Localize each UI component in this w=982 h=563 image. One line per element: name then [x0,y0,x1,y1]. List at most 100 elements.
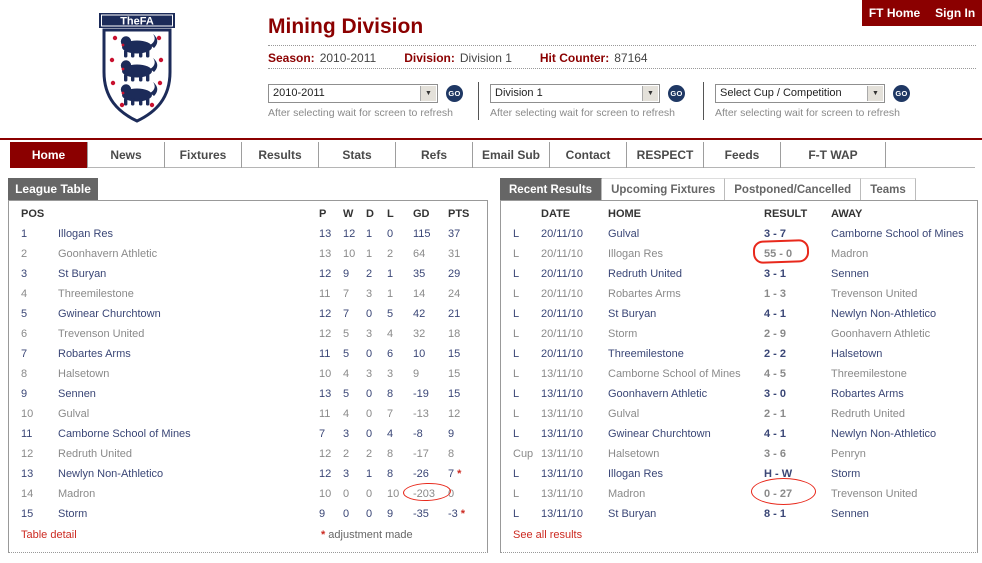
nav-tab-feeds[interactable]: Feeds [704,142,781,168]
home-team-link[interactable]: St Buryan [608,508,657,520]
nav-tab-stats[interactable]: Stats [319,142,396,168]
won: 9 [343,268,350,280]
division-select[interactable]: Division 1 ▼ [490,84,660,103]
nav-tab-home[interactable]: Home [10,142,88,168]
chevron-down-icon[interactable]: ▼ [420,86,436,101]
away-team-link[interactable]: Newlyn Non-Athletico [831,428,937,440]
result-link[interactable]: 0 - 27 [764,488,793,500]
ft-home-link[interactable]: FT Home [868,6,921,20]
cup-select[interactable]: Select Cup / Competition ▼ [715,84,885,103]
away-team-link[interactable]: Trevenson United [831,488,918,500]
team-link[interactable]: Robartes Arms [58,348,131,360]
nav-tab-refs[interactable]: Refs [396,142,473,168]
team-link[interactable]: Halsetown [58,368,110,380]
chevron-down-icon[interactable]: ▼ [642,86,658,101]
team-link[interactable]: Madron [58,488,96,500]
match-type: L [513,328,520,340]
points-value: 15 [448,348,461,360]
away-team-link[interactable]: Halsetown [831,348,883,360]
played: 13 [319,388,332,400]
result-link[interactable]: 8 - 1 [764,508,787,520]
nav-tab-news[interactable]: News [88,142,165,168]
tab-postponed-cancelled[interactable]: Postponed/Cancelled [725,178,862,200]
dotted-divider [268,45,976,46]
result-link[interactable]: 55 - 0 [764,248,793,260]
away-team-link[interactable]: Goonhavern Athletic [831,328,931,340]
home-team-link[interactable]: Gulval [608,228,640,240]
team-link[interactable]: Storm [58,508,88,520]
nav-tab-email-sub[interactable]: Email Sub [473,142,550,168]
played: 10 [319,368,332,380]
home-team-link[interactable]: Goonhavern Athletic [608,388,708,400]
won: 4 [343,408,350,420]
home-team-link[interactable]: Illogan Res [608,468,664,480]
team-link[interactable]: Goonhavern Athletic [58,248,158,260]
team-link[interactable]: Gulval [58,408,90,420]
away-team-link[interactable]: Trevenson United [831,288,918,300]
home-team-link[interactable]: Redruth United [608,268,682,280]
division-go-button[interactable]: GO [668,85,685,102]
result-link[interactable]: 2 - 1 [764,408,787,420]
result-link[interactable]: 3 - 7 [764,228,787,240]
nav-tab-contact[interactable]: Contact [550,142,627,168]
home-team-link[interactable]: Robartes Arms [608,288,681,300]
drawn: 3 [366,368,373,380]
result-link[interactable]: 4 - 1 [764,428,787,440]
away-team-link[interactable]: Redruth United [831,408,905,420]
chevron-down-icon[interactable]: ▼ [867,86,883,101]
match-type: L [513,228,520,240]
result-link[interactable]: 3 - 1 [764,268,787,280]
away-team-link[interactable]: Newlyn Non-Athletico [831,308,937,320]
result-link[interactable]: 3 - 0 [764,388,787,400]
away-team-link[interactable]: Sennen [831,508,869,520]
nav-tab-results[interactable]: Results [242,142,319,168]
home-team-link[interactable]: Storm [608,328,638,340]
cup-go-button[interactable]: GO [893,85,910,102]
result-link[interactable]: H - W [764,468,793,480]
team-link[interactable]: Sennen [58,388,96,400]
team-link[interactable]: St Buryan [58,268,107,280]
away-team-link[interactable]: Sennen [831,268,869,280]
team-link[interactable]: Trevenson United [58,328,145,340]
team-link[interactable]: Gwinear Churchtown [58,308,161,320]
home-team-link[interactable]: Halsetown [608,448,660,460]
home-team-link[interactable]: Camborne School of Mines [608,368,741,380]
home-team-link[interactable]: St Buryan [608,308,657,320]
tab-league-table[interactable]: League Table [8,178,98,200]
tab-teams[interactable]: Teams [861,178,916,200]
season-go-button[interactable]: GO [446,85,463,102]
goal-difference: 9 [413,368,420,380]
team-link[interactable]: Camborne School of Mines [58,428,191,440]
see-all-results-link[interactable]: See all results [513,529,583,541]
home-team-link[interactable]: Gwinear Churchtown [608,428,711,440]
nav-tab-f-t-wap[interactable]: F-T WAP [781,142,886,168]
tab-recent-results[interactable]: Recent Results [500,178,603,200]
result-link[interactable]: 2 - 2 [764,348,787,360]
result-link[interactable]: 3 - 6 [764,448,787,460]
nav-tab-fixtures[interactable]: Fixtures [165,142,242,168]
result-link[interactable]: 1 - 3 [764,288,787,300]
home-team-link[interactable]: Threemilestone [608,348,684,360]
away-team-link[interactable]: Robartes Arms [831,388,904,400]
team-link[interactable]: Redruth United [58,448,132,460]
home-team-link[interactable]: Illogan Res [608,248,664,260]
season-select[interactable]: 2010-2011 ▼ [268,84,438,103]
team-link[interactable]: Newlyn Non-Athletico [58,468,164,480]
away-team-link[interactable]: Threemilestone [831,368,907,380]
division-label: Division: [404,51,455,65]
away-team-link[interactable]: Storm [831,468,861,480]
away-team-link[interactable]: Penryn [831,448,866,460]
result-link[interactable]: 2 - 9 [764,328,787,340]
team-link[interactable]: Threemilestone [58,288,134,300]
away-team-link[interactable]: Madron [831,248,869,260]
result-link[interactable]: 4 - 1 [764,308,787,320]
home-team-link[interactable]: Gulval [608,408,640,420]
nav-tab-respect[interactable]: RESPECT [627,142,704,168]
away-team-link[interactable]: Camborne School of Mines [831,228,964,240]
result-link[interactable]: 4 - 5 [764,368,787,380]
table-detail-link[interactable]: Table detail [21,529,77,541]
tab-upcoming-fixtures[interactable]: Upcoming Fixtures [602,178,726,200]
home-team-link[interactable]: Madron [608,488,646,500]
sign-in-link[interactable]: Sign In [935,6,976,20]
team-link[interactable]: Illogan Res [58,228,114,240]
